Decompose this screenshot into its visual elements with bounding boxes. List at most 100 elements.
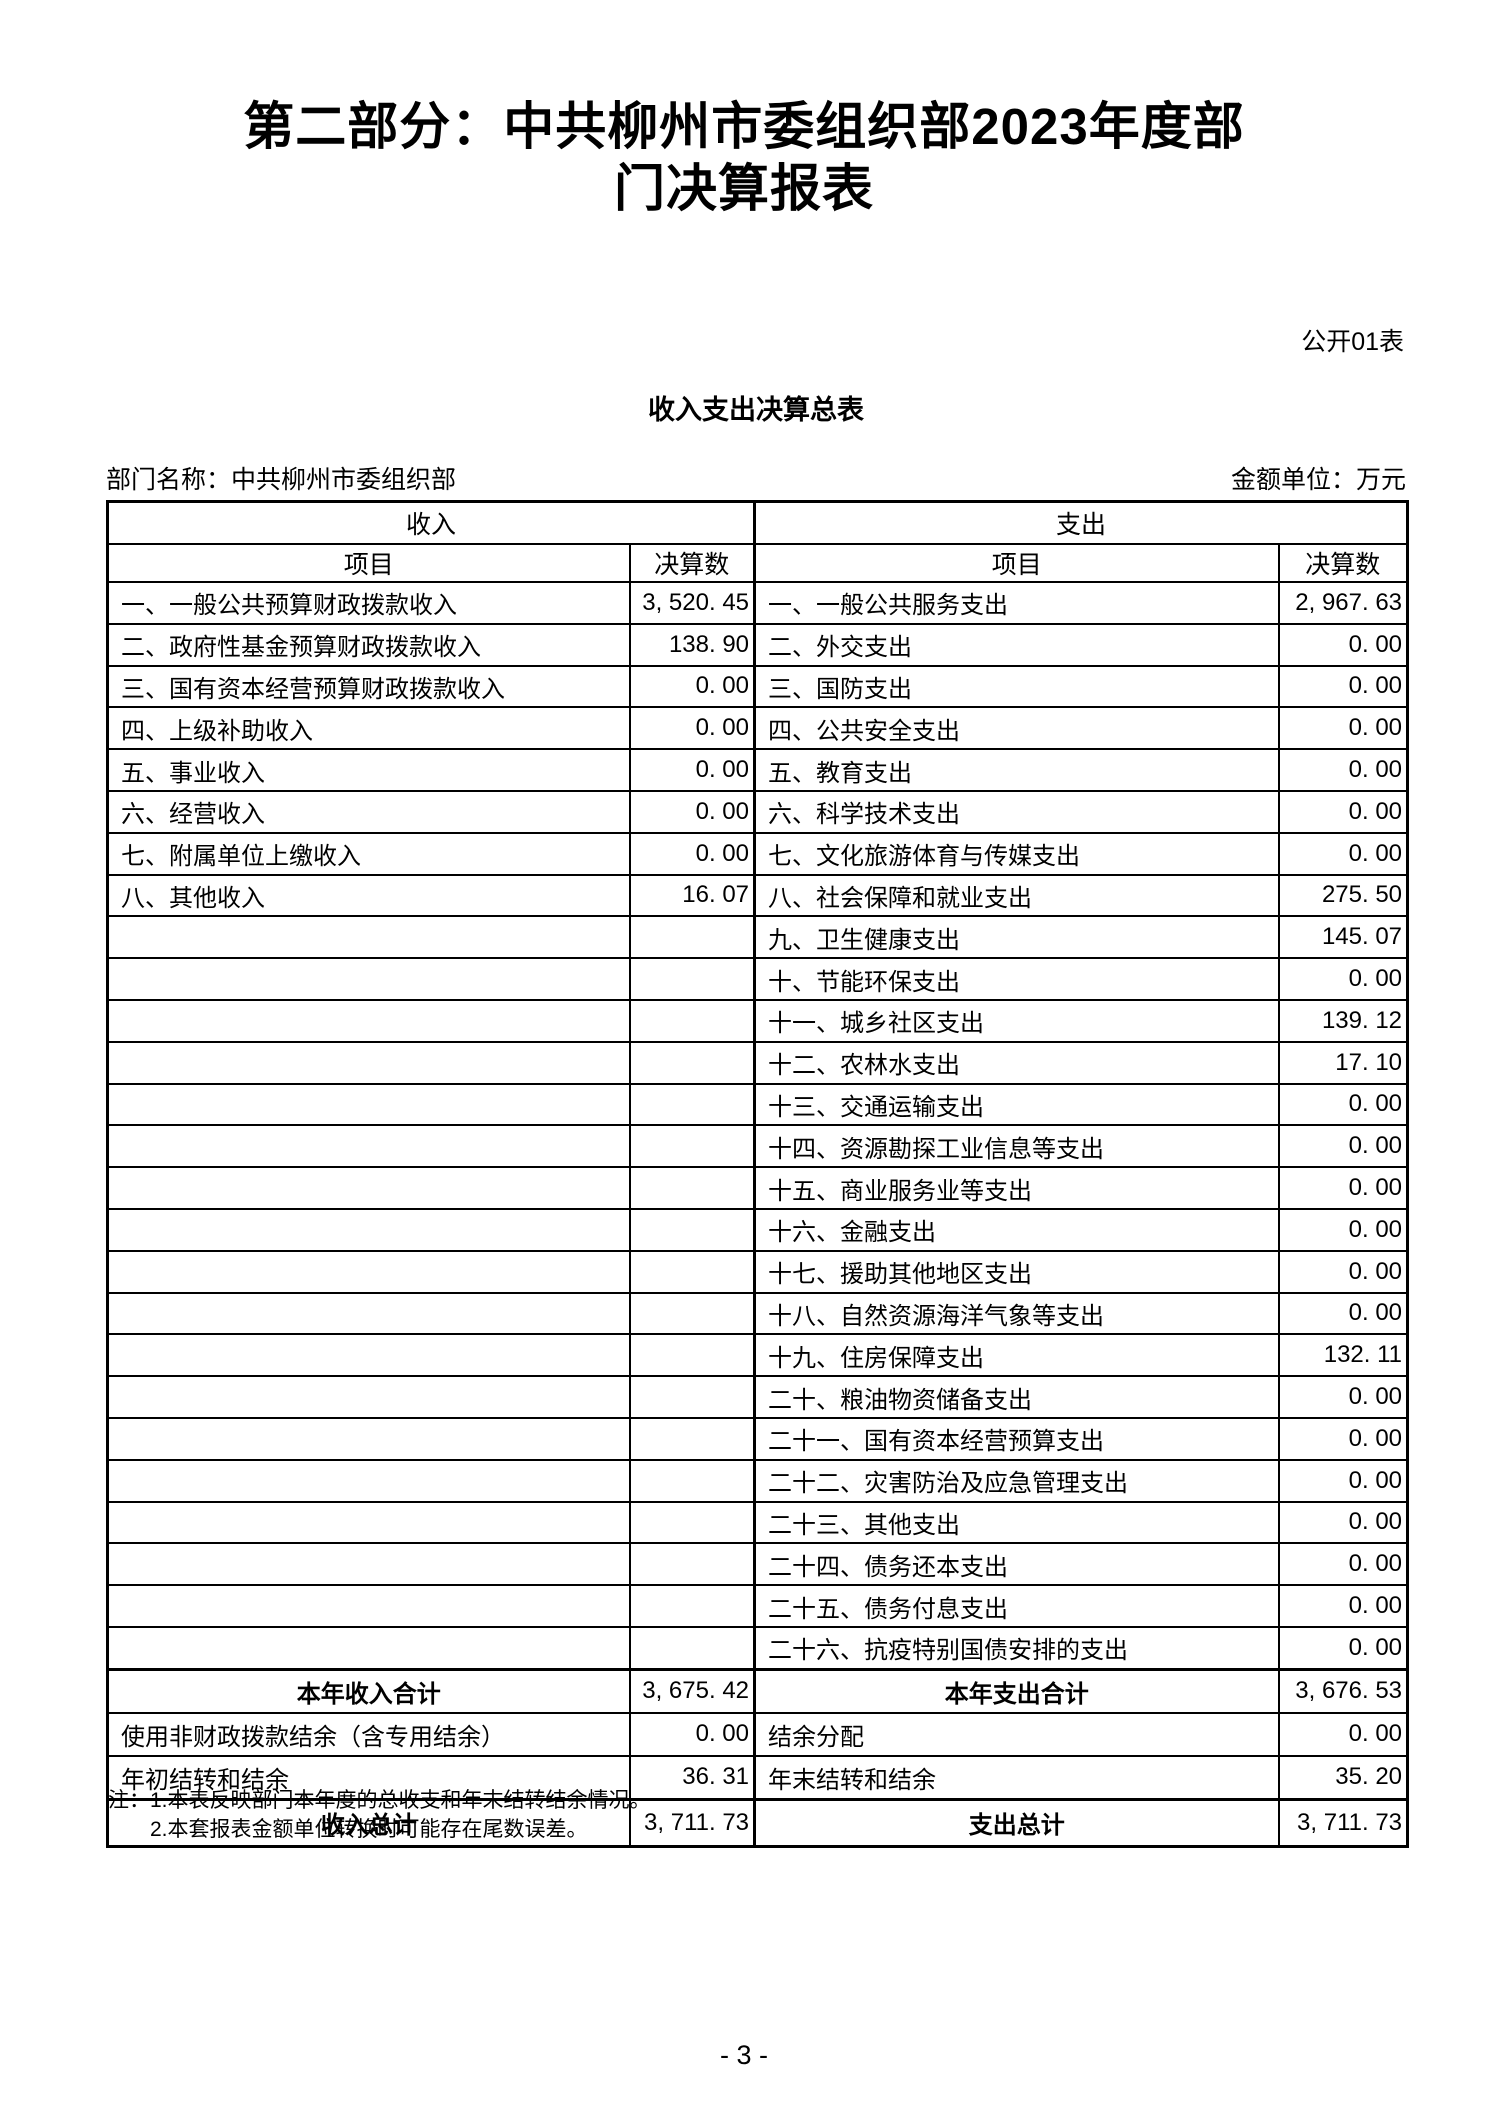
expense-value-cell: 0. 00 xyxy=(1277,664,1409,709)
income-item-cell: 收入总计 xyxy=(106,1797,631,1848)
income-value-cell xyxy=(628,915,757,960)
table-row: 本年收入合计 3, 675. 42 本年支出合计 3, 676. 53 xyxy=(106,1667,1409,1714)
note-line-2: 2.本套报表金额单位转换时可能存在尾数误差。 xyxy=(150,1818,588,1841)
table-row: 使用非财政拨款结余（含专用结余） 0. 00 结余分配 0. 00 xyxy=(106,1711,1409,1757)
income-item-cell: 八、其他收入 xyxy=(106,873,631,918)
income-value-cell xyxy=(628,1416,757,1461)
expense-value-cell: 275. 50 xyxy=(1277,873,1409,918)
income-item-cell xyxy=(106,1625,631,1671)
expense-item-header: 项目 xyxy=(753,543,1280,583)
expense-item-cell: 二十五、债务付息支出 xyxy=(753,1584,1280,1628)
income-item-cell xyxy=(106,1124,631,1169)
table-row: 二十、粮油物资储备支出 0. 00 xyxy=(106,1375,1409,1419)
table-row: 四、上级补助收入 0. 00 四、公共安全支出 0. 00 xyxy=(106,706,1409,751)
income-value-cell: 3, 520. 45 xyxy=(628,581,757,625)
income-value-cell xyxy=(628,1375,757,1419)
income-item-cell: 年初结转和结余 xyxy=(106,1754,631,1801)
expense-value-cell: 17. 10 xyxy=(1277,1040,1409,1085)
expense-value-cell: 0. 00 xyxy=(1277,1584,1409,1628)
table-row: 十九、住房保障支出 132. 11 xyxy=(106,1333,1409,1378)
expense-item-cell: 二十六、抗疫特别国债安排的支出 xyxy=(753,1625,1280,1671)
table-title: 收入支出决算总表 xyxy=(648,395,864,425)
expense-item-cell: 七、文化旅游体育与传媒支出 xyxy=(753,831,1280,876)
income-item-cell xyxy=(106,1375,631,1419)
expense-item-cell: 八、社会保障和就业支出 xyxy=(753,873,1280,918)
department-name-label: 部门名称：中共柳州市委组织部 xyxy=(106,466,457,494)
expense-section-header: 支出 xyxy=(753,500,1409,545)
income-value-cell xyxy=(628,1291,757,1336)
income-value-cell xyxy=(628,1542,757,1587)
amount-unit-label: 金额单位：万元 xyxy=(1230,466,1406,494)
income-value-cell xyxy=(628,957,757,1001)
document-title: 第二部分：中共柳州市委组织部2023年度部 门决算报表 xyxy=(0,96,1488,220)
expense-value-cell: 0. 00 xyxy=(1277,1166,1409,1210)
income-value-cell: 3, 675. 42 xyxy=(628,1667,757,1714)
table-row: 一、一般公共预算财政拨款收入 3, 520. 45 一、一般公共服务支出 2, 967… xyxy=(106,581,1409,625)
income-item-cell: 七、附属单位上缴收入 xyxy=(106,831,631,876)
notes-block: 注：1.本表反映部门本年度的总收支和年末结转结余情况。 2.本套报表金额单位转换… xyxy=(108,1786,651,1844)
expense-item-cell: 五、教育支出 xyxy=(753,748,1280,792)
income-value-cell xyxy=(628,1584,757,1628)
income-item-cell xyxy=(106,915,631,960)
income-expense-table: 收入 支出 项目 决算数 项目 决算数 一、一般公共预算财政拨款收入 3, 520… xyxy=(106,500,1410,1848)
income-value-cell xyxy=(628,1625,757,1671)
income-item-cell xyxy=(106,1542,631,1587)
expense-value-cell: 0. 00 xyxy=(1277,831,1409,876)
table-row: 十五、商业服务业等支出 0. 00 xyxy=(106,1166,1409,1210)
income-item-cell xyxy=(106,1458,631,1503)
table-row: 二十一、国有资本经营预算支出 0. 00 xyxy=(106,1416,1409,1461)
income-value-cell xyxy=(628,1124,757,1169)
expense-item-cell: 十五、商业服务业等支出 xyxy=(753,1166,1280,1210)
expense-value-cell: 0. 00 xyxy=(1277,1082,1409,1127)
expense-item-cell: 三、国防支出 xyxy=(753,664,1280,709)
table-row: 十、节能环保支出 0. 00 xyxy=(106,957,1409,1001)
table-row: 九、卫生健康支出 145. 07 xyxy=(106,915,1409,960)
income-item-cell xyxy=(106,1166,631,1210)
expense-item-cell: 十、节能环保支出 xyxy=(753,957,1280,1001)
income-item-cell: 六、经营收入 xyxy=(106,789,631,834)
income-value-cell: 0. 00 xyxy=(628,748,757,792)
income-value-cell: 138. 90 xyxy=(628,622,757,667)
expense-value-cell: 139. 12 xyxy=(1277,998,1409,1043)
income-value-cell: 0. 00 xyxy=(628,706,757,751)
table-row: 十六、金融支出 0. 00 xyxy=(106,1207,1409,1252)
table-row: 二、政府性基金预算财政拨款收入 138. 90 二、外交支出 0. 00 xyxy=(106,622,1409,667)
expense-value-cell: 0. 00 xyxy=(1277,1458,1409,1503)
expense-item-cell: 二十三、其他支出 xyxy=(753,1500,1280,1545)
income-value-cell xyxy=(628,1333,757,1378)
income-value-cell: 0. 00 xyxy=(628,789,757,834)
expense-item-cell: 年末结转和结余 xyxy=(753,1754,1280,1801)
expense-value-cell: 0. 00 xyxy=(1277,622,1409,667)
table-row: 收入总计 3, 711. 73 支出总计 3, 711. 73 xyxy=(106,1797,1409,1848)
table-row: 六、经营收入 0. 00 六、科学技术支出 0. 00 xyxy=(106,789,1409,834)
table-row: 二十五、债务付息支出 0. 00 xyxy=(106,1584,1409,1628)
expense-item-cell: 本年支出合计 xyxy=(753,1667,1280,1714)
expense-item-cell: 结余分配 xyxy=(753,1711,1280,1757)
expense-value-cell: 0. 00 xyxy=(1277,1291,1409,1336)
income-value-cell xyxy=(628,1166,757,1210)
table-row: 二十二、灾害防治及应急管理支出 0. 00 xyxy=(106,1458,1409,1503)
expense-value-cell: 0. 00 xyxy=(1277,1375,1409,1419)
expense-amount-header: 决算数 xyxy=(1277,543,1409,583)
table-row: 二十四、债务还本支出 0. 00 xyxy=(106,1542,1409,1587)
expense-value-cell: 145. 07 xyxy=(1277,915,1409,960)
expense-value-cell: 0. 00 xyxy=(1277,1249,1409,1294)
income-value-cell: 0. 00 xyxy=(628,1711,757,1757)
table-row: 十八、自然资源海洋气象等支出 0. 00 xyxy=(106,1291,1409,1336)
table-meta-row: 部门名称：中共柳州市委组织部 金额单位：万元 xyxy=(106,460,1406,496)
income-item-cell: 四、上级补助收入 xyxy=(106,706,631,751)
income-item-cell xyxy=(106,1291,631,1336)
expense-item-cell: 二十二、灾害防治及应急管理支出 xyxy=(753,1458,1280,1503)
expense-value-cell: 132. 11 xyxy=(1277,1333,1409,1378)
expense-item-cell: 二十一、国有资本经营预算支出 xyxy=(753,1416,1280,1461)
expense-item-cell: 四、公共安全支出 xyxy=(753,706,1280,751)
income-value-cell xyxy=(628,1207,757,1252)
expense-item-cell: 十一、城乡社区支出 xyxy=(753,998,1280,1043)
expense-item-cell: 二十、粮油物资储备支出 xyxy=(753,1375,1280,1419)
income-item-cell: 本年收入合计 xyxy=(106,1667,631,1714)
income-item-cell xyxy=(106,998,631,1043)
income-item-cell xyxy=(106,1416,631,1461)
expense-value-cell: 0. 00 xyxy=(1277,1207,1409,1252)
expense-item-cell: 一、一般公共服务支出 xyxy=(753,581,1280,625)
